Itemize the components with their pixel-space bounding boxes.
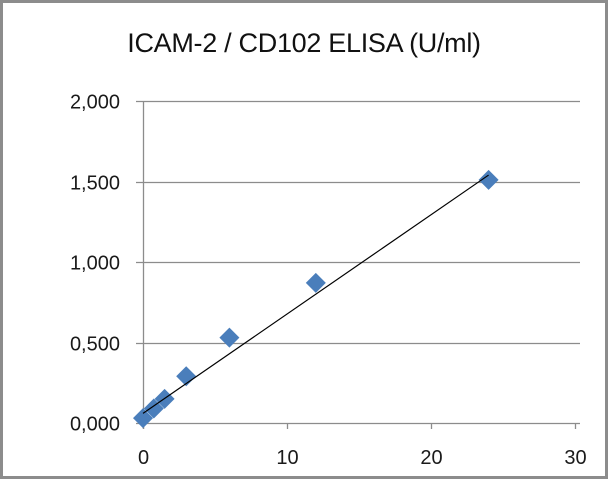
x-tick-label: 20 [420,447,442,469]
diamond-marker [305,272,326,293]
diamond-marker [478,169,499,190]
axes [142,101,577,429]
y-tick-label: 0,000 [70,414,120,436]
diamond-marker [143,398,164,419]
x-axis-labels: 0 10 20 30 [138,447,587,469]
x-tick-label: 0 [138,447,149,469]
trendline-path [142,174,489,414]
x-tick-label: 10 [276,447,298,469]
y-tick-label: 1,000 [70,253,120,275]
y-axis-labels: 0,000 0,500 1,000 1,500 2,000 [70,92,120,436]
diamond-marker [133,408,153,429]
y-tick-label: 2,000 [70,92,120,114]
y-tick-label: 0,500 [70,334,120,356]
data-points [133,169,499,429]
gridlines [136,100,580,425]
diamond-marker [176,366,197,387]
diamond-marker [219,327,240,348]
x-tick-label: 30 [564,447,586,469]
trendline [142,174,489,414]
chart-title: ICAM-2 / CD102 ELISA (U/ml) [127,28,481,58]
y-tick-label: 1,500 [70,173,120,195]
